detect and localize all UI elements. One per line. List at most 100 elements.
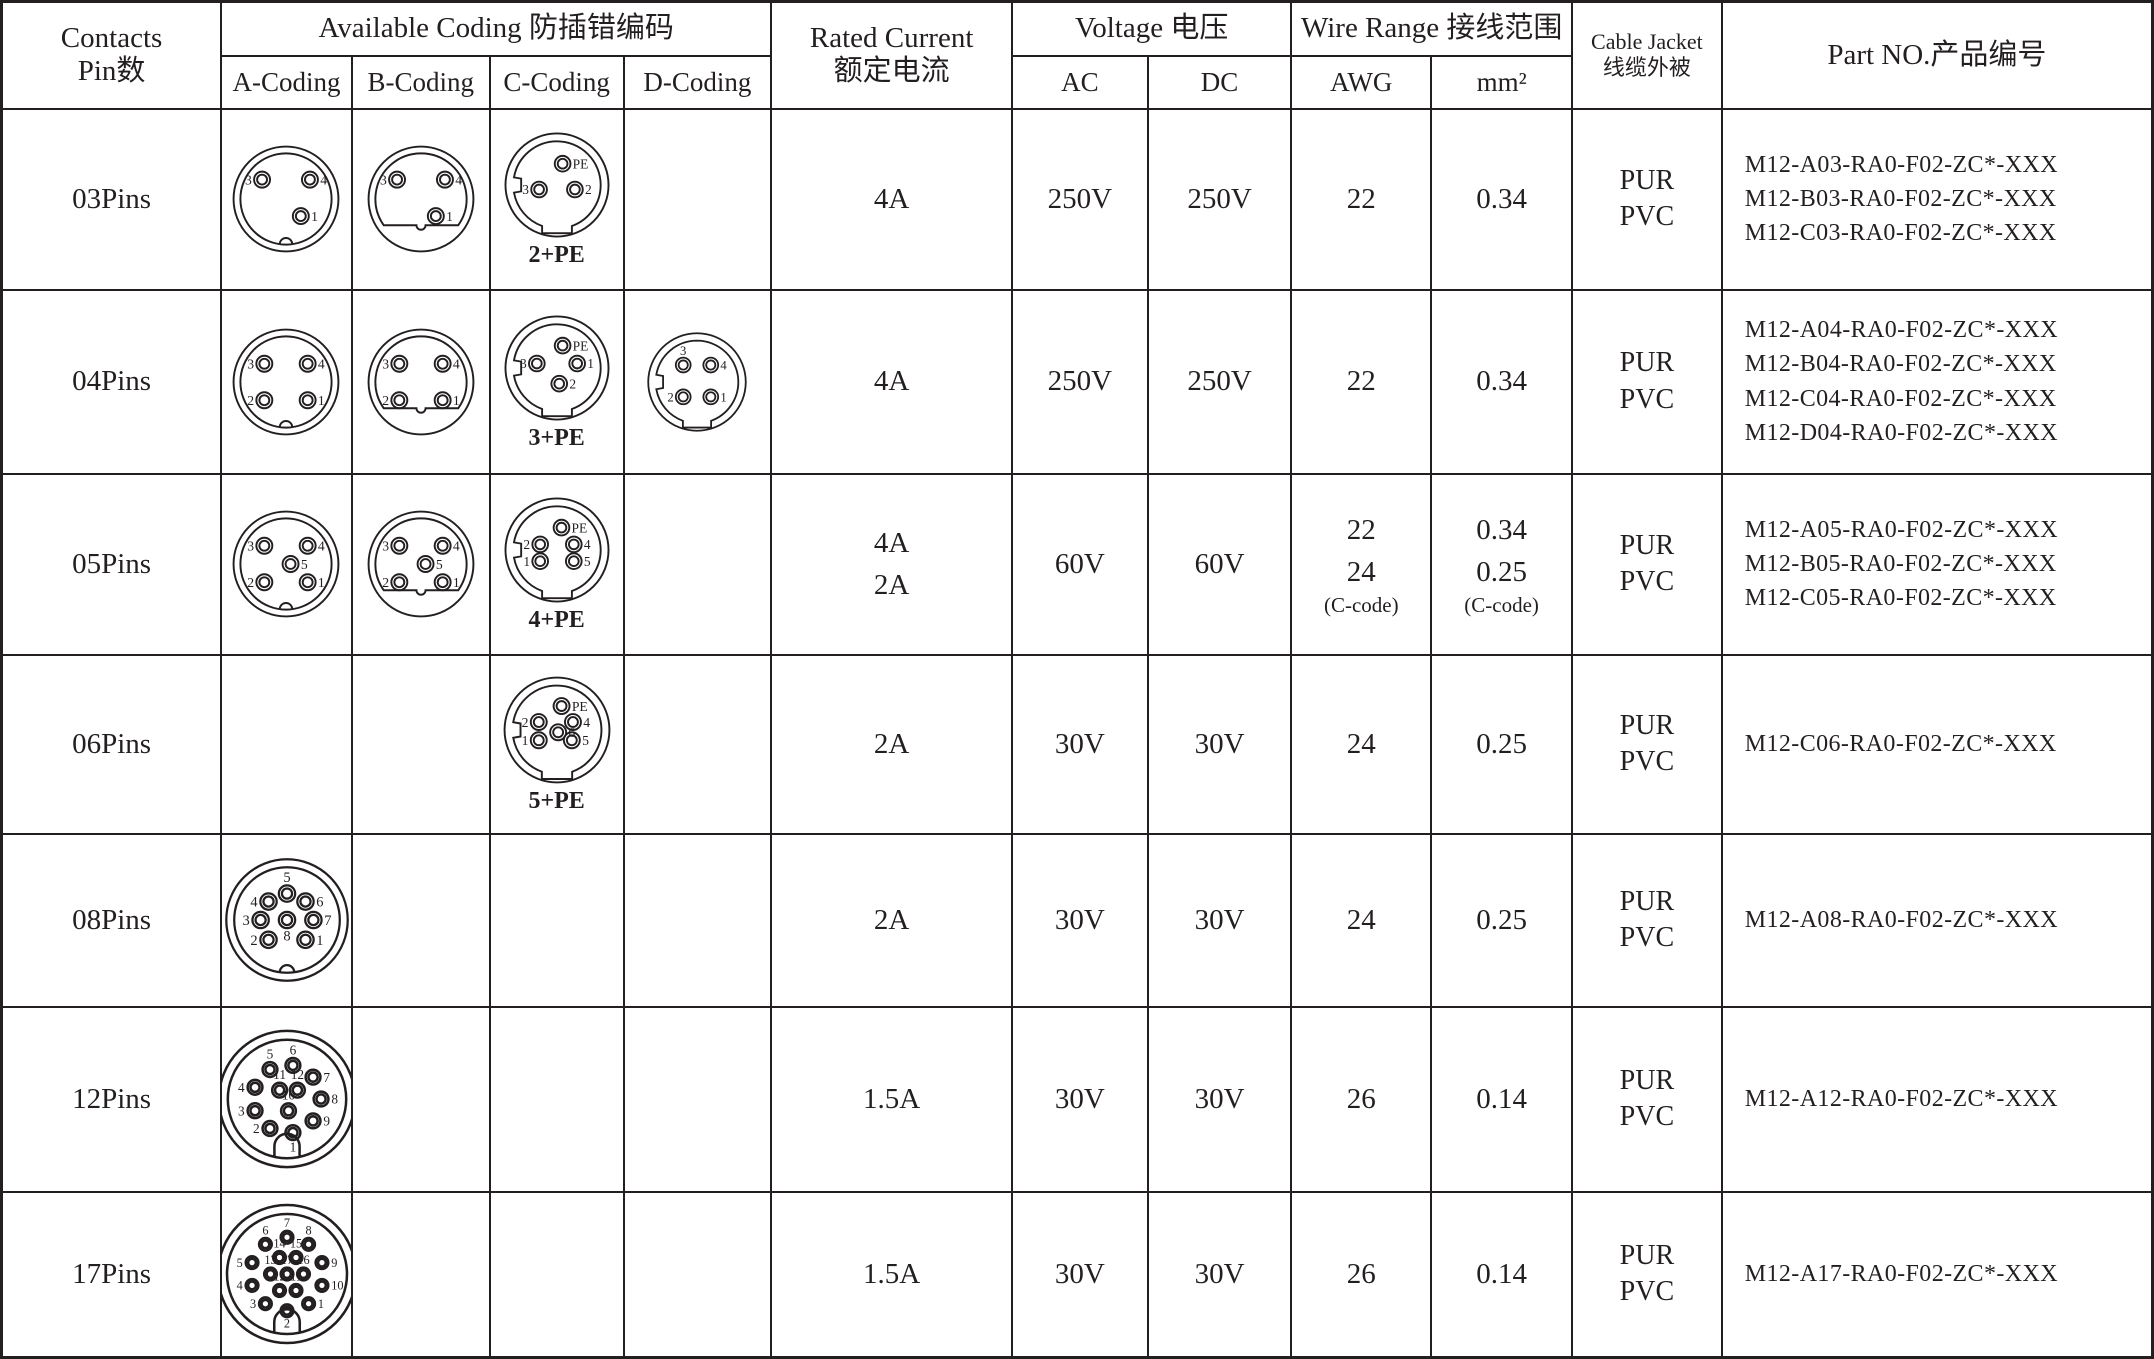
svg-text:7: 7: [323, 1070, 330, 1085]
svg-text:2: 2: [521, 715, 528, 730]
svg-text:4: 4: [455, 172, 462, 187]
svg-text:1: 1: [446, 209, 453, 224]
svg-text:4: 4: [250, 895, 258, 911]
pin-count-03: 03Pins: [0, 107, 223, 291]
svg-text:10: 10: [331, 1279, 343, 1293]
part-no-value: M12-A03-RA0-F02-ZC*-XXX M12-B03-RA0-F02-…: [1720, 107, 2154, 291]
svg-text:3: 3: [249, 1297, 255, 1311]
connector-diagram-08-a: 5 4 6 3 7 2 1 8: [223, 854, 350, 986]
svg-text:12: 12: [290, 1067, 303, 1082]
svg-text:1: 1: [453, 393, 460, 408]
svg-text:3: 3: [248, 356, 255, 371]
svg-text:2: 2: [252, 1121, 259, 1136]
coding-c-empty: [488, 1190, 625, 1359]
coding-d-empty: [622, 472, 773, 656]
voltage-dc-value: 30V: [1146, 832, 1293, 1008]
svg-text:2: 2: [585, 182, 592, 197]
svg-text:2: 2: [248, 393, 255, 408]
cable-jacket-value: PUR PVC: [1571, 288, 1723, 475]
svg-text:3: 3: [680, 343, 686, 357]
svg-text:6: 6: [316, 895, 323, 911]
svg-text:4: 4: [583, 715, 590, 730]
coding-caption: 2+PE: [528, 242, 585, 268]
voltage-dc-value: 250V: [1146, 107, 1293, 291]
pin-count-05: 05Pins: [0, 472, 223, 656]
rated-current-value: 2A: [770, 653, 1013, 835]
svg-text:11: 11: [290, 1270, 302, 1284]
awg-value: 26: [1290, 1005, 1433, 1193]
connector-diagram-03-c: PE 3 2 2+PE: [492, 129, 622, 269]
svg-text:3: 3: [242, 913, 249, 929]
svg-text:10: 10: [281, 1088, 295, 1103]
svg-text:1: 1: [318, 393, 325, 408]
connector-diagram-04-b: 3 4 2 1: [354, 325, 488, 439]
svg-text:15: 15: [289, 1237, 301, 1251]
svg-text:1: 1: [587, 356, 594, 371]
svg-text:16: 16: [297, 1253, 309, 1267]
svg-text:2: 2: [523, 537, 530, 552]
mm2-value: 0.34: [1430, 107, 1574, 291]
connector-diagram-04-c: PE 3 1 2 3+PE: [492, 312, 622, 452]
voltage-dc-value: 30V: [1146, 1190, 1293, 1359]
rated-current-value: 1.5A: [770, 1005, 1013, 1193]
svg-text:3: 3: [522, 182, 529, 197]
voltage-dc-value: 30V: [1146, 1005, 1293, 1193]
header-mm2: mm²: [1430, 54, 1574, 110]
coding-d-empty: [622, 1190, 773, 1359]
header-dc: DC: [1146, 54, 1293, 110]
svg-text:4: 4: [318, 539, 325, 554]
connector-diagram-06-c: PE 2 4 6 1 5 5+PE: [492, 673, 622, 815]
svg-text:5: 5: [266, 1046, 273, 1061]
svg-text:4: 4: [584, 537, 591, 552]
coding-b-empty: [350, 832, 491, 1008]
svg-text:3: 3: [520, 356, 527, 371]
coding-b-empty: [350, 653, 491, 835]
voltage-ac-value: 30V: [1010, 653, 1149, 835]
part-no-value: M12-A05-RA0-F02-ZC*-XXX M12-B05-RA0-F02-…: [1720, 472, 2154, 656]
svg-text:2: 2: [668, 390, 674, 404]
svg-text:6: 6: [289, 1042, 296, 1057]
pin-count-04: 04Pins: [0, 288, 223, 475]
coding-b-empty: [350, 1005, 491, 1193]
awg-value: 22 24 (C-code): [1290, 472, 1433, 656]
svg-text:1: 1: [453, 575, 460, 590]
svg-text:13: 13: [264, 1253, 276, 1267]
voltage-ac-value: 250V: [1010, 107, 1149, 291]
svg-text:1: 1: [721, 390, 727, 404]
mm2-value: 0.34 0.25 (C-code): [1430, 472, 1574, 656]
awg-value: 22: [1290, 288, 1433, 475]
svg-text:3: 3: [248, 539, 255, 554]
voltage-dc-value: 60V: [1146, 472, 1293, 656]
header-a-coding: A-Coding: [220, 54, 353, 110]
svg-text:8: 8: [331, 1092, 338, 1107]
svg-text:5: 5: [283, 870, 290, 886]
awg-value: 24: [1290, 653, 1433, 835]
svg-text:2: 2: [248, 575, 255, 590]
mm2-value: 0.14: [1430, 1005, 1574, 1193]
voltage-dc-value: 250V: [1146, 288, 1293, 475]
cable-jacket-value: PUR PVC: [1571, 832, 1723, 1008]
header-cable-jacket: Cable Jacket 线缆外被: [1571, 0, 1723, 110]
header-ac: AC: [1010, 54, 1149, 110]
svg-text:PE: PE: [571, 699, 587, 714]
svg-text:4: 4: [453, 539, 460, 554]
svg-text:11: 11: [273, 1067, 286, 1082]
coding-caption: 5+PE: [528, 788, 585, 814]
svg-text:PE: PE: [572, 338, 588, 353]
connector-diagram-03-b: 3 4 1: [354, 142, 488, 256]
connector-diagram-04-d: 3 4 2 1: [626, 329, 770, 435]
mm2-value: 0.14: [1430, 1190, 1574, 1359]
header-voltage: Voltage 电压: [1010, 0, 1293, 57]
coding-caption: 3+PE: [528, 424, 585, 451]
svg-text:5: 5: [301, 557, 308, 572]
svg-text:4: 4: [321, 172, 328, 187]
coding-b-empty: [350, 1190, 491, 1359]
svg-text:7: 7: [283, 1216, 289, 1230]
header-d-coding: D-Coding: [622, 54, 773, 110]
part-no-value: M12-A08-RA0-F02-ZC*-XXX: [1720, 832, 2154, 1008]
cable-jacket-value: PUR PVC: [1571, 653, 1723, 835]
mm2-value: 0.34: [1430, 288, 1574, 475]
